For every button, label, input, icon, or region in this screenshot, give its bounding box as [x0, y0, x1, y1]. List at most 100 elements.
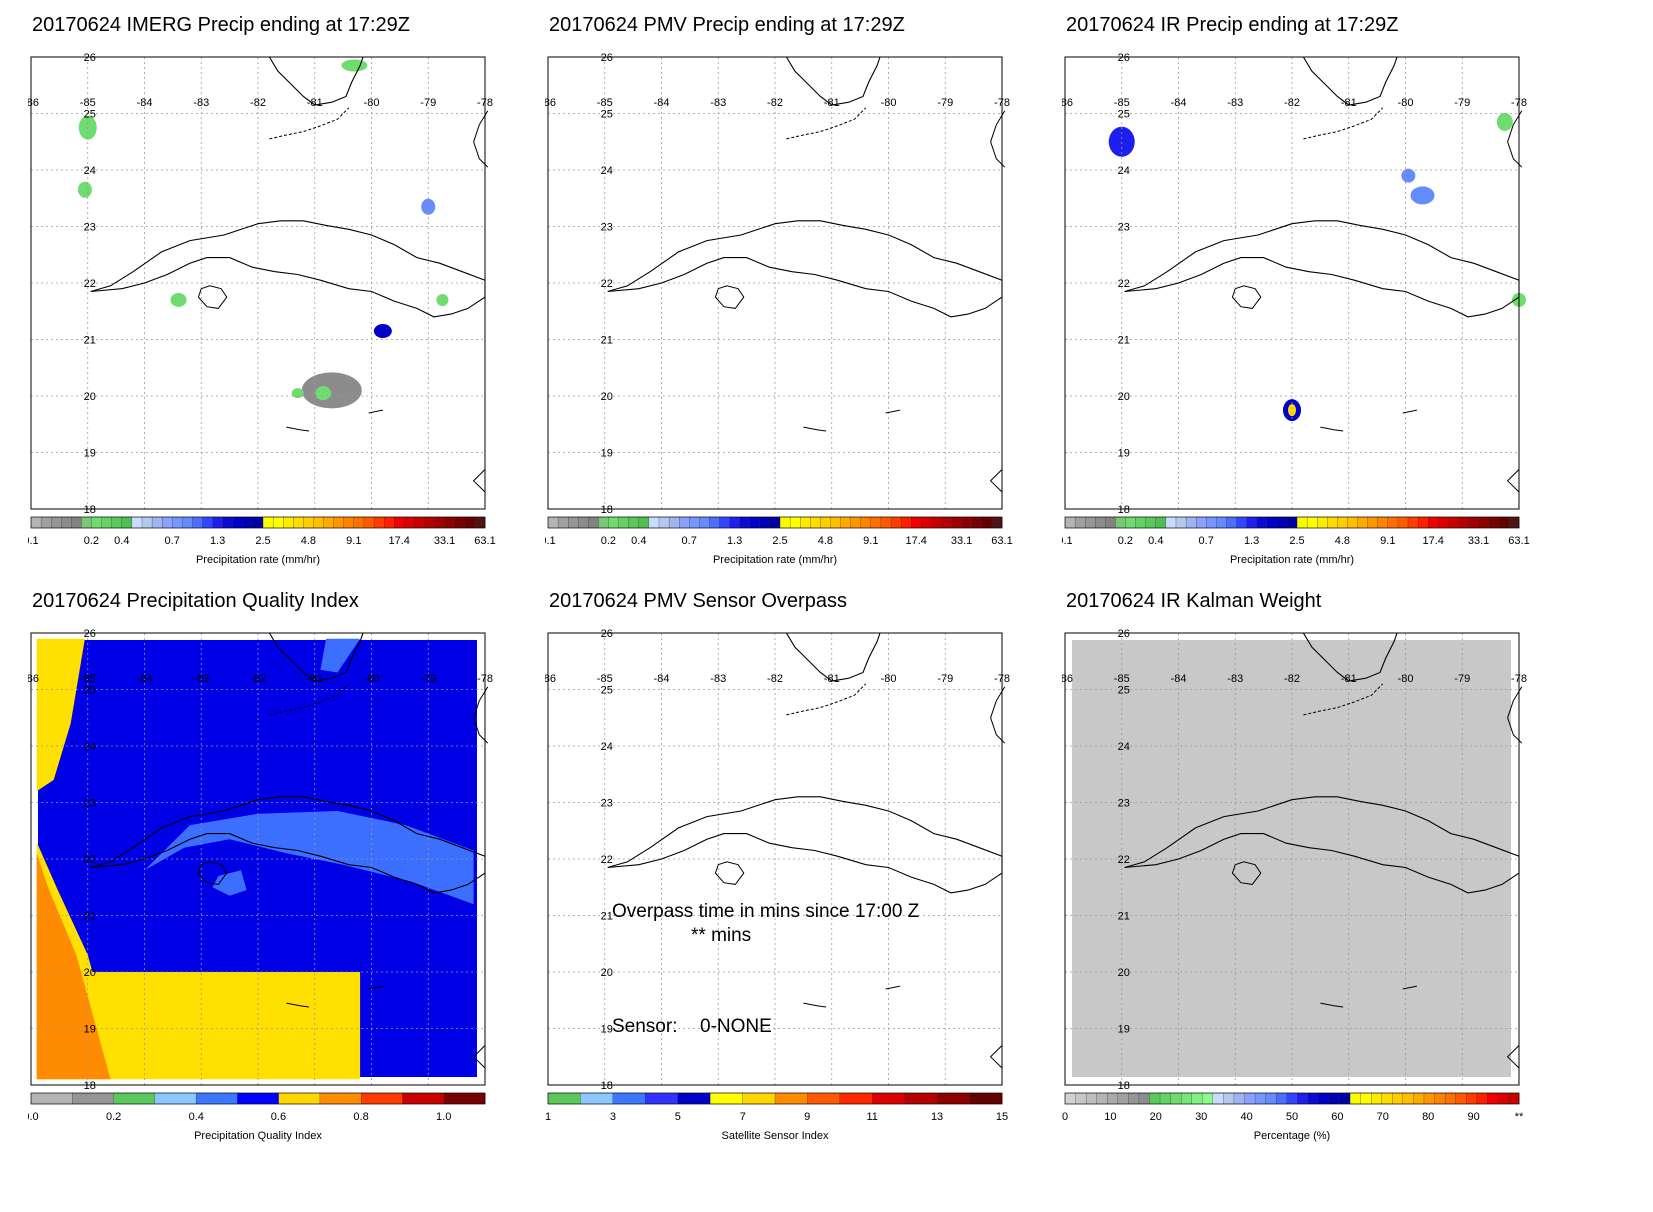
colorbar-swatch [414, 516, 425, 529]
precip-area-gray [301, 372, 362, 409]
coastline-isla-juventud [714, 285, 745, 309]
colorbar-swatch [1145, 516, 1157, 529]
coastline-isla-juventud [714, 861, 745, 885]
colorbar-tick-label: 1 [545, 1111, 551, 1123]
colorbar-swatch [192, 516, 203, 529]
colorbar-swatch [1125, 516, 1137, 529]
colorbar-swatch [222, 516, 234, 529]
colorbar-swatch [131, 516, 143, 529]
lon-label: -80 [364, 97, 380, 109]
colorbar-swatch [443, 1092, 486, 1105]
map-layer: -86 -85 -84 -83 -82 -81 -80 -79 -78 26 25 24 23 22 21 2… [545, 52, 1010, 516]
colorbar-tick-label: 0.7 [1199, 535, 1214, 547]
lat-label: 22 [601, 278, 613, 290]
lon-label: -85 [1114, 97, 1130, 109]
colorbar-swatch [1367, 516, 1379, 529]
colorbar-swatch [1328, 1092, 1340, 1105]
colorbar-tick-label: 2.5 [255, 535, 270, 547]
coastline-cayman [1320, 1002, 1344, 1008]
lon-label: -85 [1114, 673, 1130, 685]
lat-label: 18 [1118, 1080, 1130, 1092]
colorbar-swatch [1180, 1092, 1193, 1105]
colorbar-swatch [645, 1092, 679, 1105]
colorbar-swatch [212, 516, 224, 529]
coastline-cuba [607, 220, 1003, 318]
colorbar-swatch [1223, 1092, 1235, 1105]
colorbar-swatch [921, 516, 932, 529]
colorbar-swatch [1206, 516, 1217, 529]
lon-label: -81 [824, 673, 840, 685]
colorbar-tick-label: 63.1 [991, 535, 1012, 547]
colorbar-tick-label: 0.4 [631, 535, 646, 547]
coastline-bahamas [473, 110, 489, 168]
lat-label: 20 [601, 967, 613, 979]
colorbar-swatch [154, 1092, 197, 1105]
precip-area-yellow [1288, 404, 1296, 417]
colorbar-swatch [1458, 516, 1470, 529]
colorbar-swatch [709, 516, 720, 529]
colorbar-swatch [1434, 1092, 1446, 1105]
precip-area-blue [373, 324, 392, 339]
overpass-time-text: Overpass time in mins since 17:00 Z [612, 901, 920, 922]
quality-field-orange [36, 853, 111, 1080]
colorbar-swatch [404, 516, 415, 529]
lat-label: 22 [1118, 854, 1130, 866]
colorbar-tick-label: 30 [1195, 1111, 1207, 1123]
panel-kalman: 20170624 IR Kalman Weight -86-85-84-83-8… [1062, 576, 1582, 1176]
colorbar-tick-label: ** [1515, 1111, 1524, 1123]
colorbar-swatch [638, 516, 650, 529]
colorbar-frame [1064, 1092, 1520, 1105]
lon-label: -81 [1341, 673, 1357, 685]
colorbar-swatch [278, 1092, 321, 1105]
colorbar-swatch [936, 1092, 971, 1105]
colorbar-swatch [1165, 516, 1177, 529]
colorbar-swatch [313, 516, 325, 529]
colorbar-swatch [807, 1092, 841, 1105]
colorbar-swatch [872, 1092, 906, 1105]
lat-label: 24 [601, 741, 613, 753]
colorbar-tick-label: 2.5 [772, 535, 787, 547]
colorbar-swatch [113, 1092, 156, 1105]
colorbar-swatch [40, 516, 52, 529]
colorbar-swatch [151, 516, 163, 529]
colorbar-swatch [1466, 1092, 1478, 1105]
lon-label: -80 [881, 97, 897, 109]
precip-area-green [315, 386, 332, 401]
colorbar-swatch [1246, 516, 1258, 529]
lon-label: -79 [937, 97, 953, 109]
sensor-value: 0-NONE [700, 1016, 772, 1037]
colorbar-tick-label: 40 [1240, 1111, 1252, 1123]
colorbar-frame [30, 516, 486, 529]
coastline-bahamas [990, 686, 1006, 744]
lon-label: -81 [824, 97, 840, 109]
colorbar-tick-label: 80 [1422, 1111, 1434, 1123]
colorbar-tick-label: 0.6 [271, 1111, 286, 1123]
colorbar-swatch [303, 516, 314, 529]
lon-label: -83 [193, 97, 209, 109]
map-kalman: -86 -85 -84 -83 -82 -81 -80 -79 -78 26 25 24 23 22 21 2… [1062, 628, 1527, 1142]
colorbar-tick-label: 0 [1062, 1111, 1068, 1123]
map-layer: -86 -85 -84 -83 -82 -81 -80 -79 -78 26 25 24 23 22 21 2… [28, 52, 493, 516]
colorbar-swatch [911, 516, 922, 529]
colorbar-swatch [991, 516, 1003, 529]
coastline-cayman-brac [368, 985, 384, 990]
lon-label: -80 [364, 673, 380, 685]
colorbar-swatch [1159, 1092, 1172, 1105]
lat-label: 21 [1118, 911, 1130, 923]
colorbar-swatch [961, 516, 973, 529]
lon-label: -82 [1284, 673, 1300, 685]
panel-title: 20170624 IMERG Precip ending at 17:29Z [32, 14, 411, 36]
colorbar-swatch [293, 516, 304, 529]
lat-label: 21 [601, 335, 613, 347]
colorbar-swatch [1074, 516, 1086, 529]
lon-label: -86 [545, 97, 556, 109]
colorbar-swatch [1226, 516, 1237, 529]
coastline-florida [1302, 632, 1398, 682]
colorbar-swatch [81, 516, 92, 529]
colorbar-swatch [557, 516, 569, 529]
panel-title: 20170624 PMV Precip ending at 17:29Z [549, 14, 905, 36]
colorbar-swatch [1155, 516, 1167, 529]
lat-label: 21 [601, 911, 613, 923]
colorbar-label: Precipitation rate (mm/hr) [713, 554, 837, 566]
precip-area-green [1496, 112, 1513, 131]
